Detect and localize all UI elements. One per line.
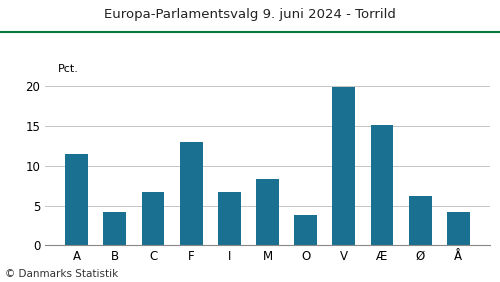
Bar xyxy=(408,196,432,245)
Text: Europa-Parlamentsvalg 9. juni 2024 - Torrild: Europa-Parlamentsvalg 9. juni 2024 - Tor… xyxy=(104,8,396,21)
Bar xyxy=(294,215,317,245)
Bar xyxy=(332,87,355,245)
Bar xyxy=(370,125,394,245)
Text: © Danmarks Statistik: © Danmarks Statistik xyxy=(5,269,118,279)
Bar xyxy=(65,154,88,245)
Bar xyxy=(104,212,126,245)
Bar xyxy=(256,179,279,245)
Bar xyxy=(180,142,203,245)
Bar xyxy=(218,192,241,245)
Text: Pct.: Pct. xyxy=(58,65,78,74)
Bar xyxy=(447,212,470,245)
Bar xyxy=(142,192,165,245)
